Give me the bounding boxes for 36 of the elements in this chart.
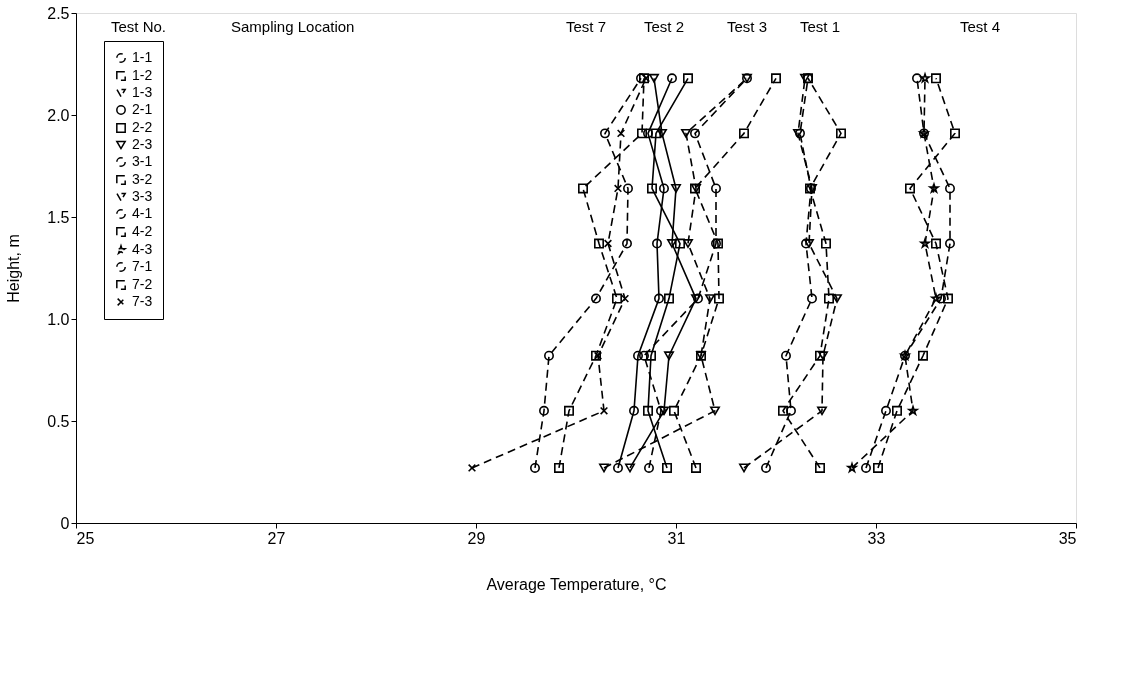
legend-label: 4-3 — [132, 241, 153, 257]
y-tick-label: 0.5 — [47, 412, 70, 430]
legend-label: 1-3 — [132, 84, 153, 100]
legend-label: 3-2 — [132, 171, 153, 187]
legend-label: 3-1 — [132, 153, 153, 169]
legend-label: 1-2 — [132, 67, 153, 83]
annotation: Sampling Location — [231, 18, 355, 35]
annotation: Test 1 — [799, 18, 841, 35]
x-tick-label: 29 — [467, 529, 486, 547]
x-axis-title: Average Temperature, °C — [486, 575, 667, 593]
annotation: Test 7 — [565, 18, 607, 35]
y-tick-label: 2.5 — [47, 4, 70, 22]
legend-label: 7-1 — [132, 258, 153, 274]
y-tick-label: 1.0 — [47, 310, 70, 328]
annotation: Test 2 — [643, 18, 685, 35]
legend-label: 2-1 — [132, 101, 153, 117]
legend-label: 1-1 — [132, 49, 153, 65]
legend-label: 7-2 — [132, 276, 153, 292]
legend-label: 4-1 — [132, 205, 153, 221]
legend-label: 7-3 — [132, 293, 153, 309]
y-tick-label: 1.5 — [47, 208, 70, 226]
x-tick-label: 31 — [667, 529, 686, 547]
legend-label: 3-3 — [132, 188, 153, 204]
x-tick-label: 33 — [867, 529, 886, 547]
legend-label: 2-2 — [132, 119, 153, 135]
x-tick-label: 27 — [267, 529, 286, 547]
annotation: Test 3 — [726, 18, 768, 35]
legend-label: 4-2 — [132, 223, 153, 239]
y-axis-title: Height, m — [5, 234, 23, 303]
legend-label: 2-3 — [132, 136, 153, 152]
x-tick-label: 35 — [1058, 529, 1077, 547]
y-tick-label: 0 — [60, 514, 70, 532]
annotation: Test No. — [111, 18, 167, 35]
x-tick-label: 25 — [76, 529, 95, 547]
y-tick-label: 2.0 — [47, 106, 70, 124]
annotation: Test 4 — [959, 18, 1001, 35]
